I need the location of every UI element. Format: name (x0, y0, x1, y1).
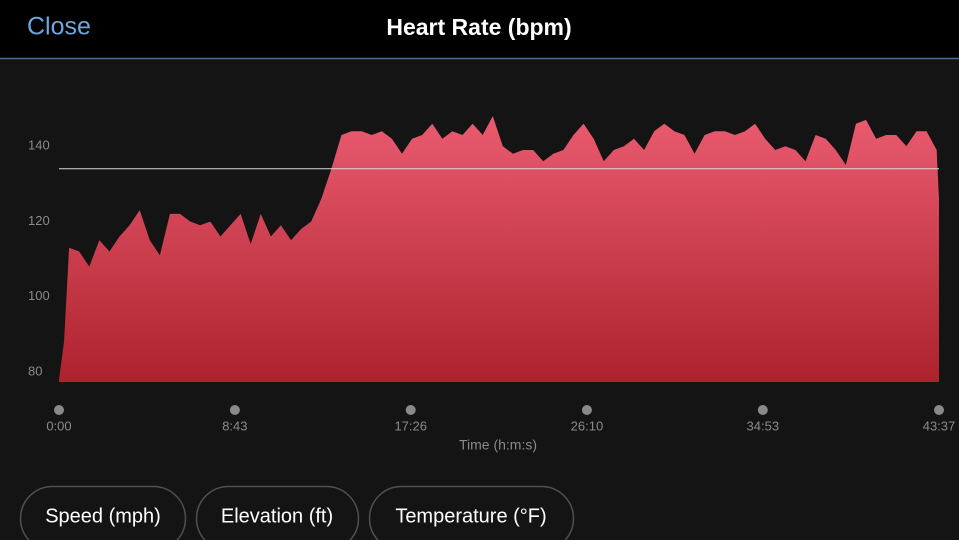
button-row: Speed (mph) Elevation (ft) Temperature (… (19, 485, 575, 540)
x-tick-dot (229, 405, 240, 415)
x-tick-label: 8:43 (222, 418, 247, 433)
close-button[interactable]: Close (27, 13, 91, 41)
y-tick-label: 120 (28, 213, 50, 228)
elevation-button[interactable] (195, 485, 360, 540)
x-tick-label: 34:53 (747, 418, 780, 433)
temperature-button[interactable] (368, 485, 575, 540)
x-tick-dot (934, 405, 944, 415)
x-tick-dot (757, 405, 768, 415)
speed-button-label[interactable]: Speed (mph) (45, 505, 161, 527)
elevation-button-label[interactable]: Elevation (ft) (221, 505, 333, 527)
heart-rate-area (59, 116, 939, 382)
screen-title: Heart Rate (bpm) (386, 14, 571, 40)
x-tick-dot (581, 405, 592, 415)
x-tick-label: 26:10 (571, 418, 604, 433)
y-tick-label: 140 (28, 138, 50, 153)
speed-button[interactable] (19, 485, 187, 540)
header-bar (0, 0, 959, 58)
x-tick-label: 43:37 (923, 418, 956, 433)
x-tick-dot (54, 405, 64, 415)
temperature-button-label[interactable]: Temperature (°F) (395, 505, 546, 527)
x-tick-label: 0:00 (46, 418, 71, 433)
y-tick-label: 100 (28, 288, 50, 303)
x-tick-dot (405, 405, 416, 415)
x-tick-label: 17:26 (394, 418, 427, 433)
y-tick-label: 80 (28, 363, 42, 378)
plot: 80 100 120 140 0:00 8:43 17:26 26:10 34:53 43:37 (28, 116, 955, 433)
x-axis-label: Time (h:m:s) (459, 437, 537, 453)
